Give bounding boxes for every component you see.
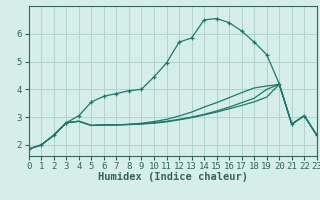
- X-axis label: Humidex (Indice chaleur): Humidex (Indice chaleur): [98, 172, 248, 182]
